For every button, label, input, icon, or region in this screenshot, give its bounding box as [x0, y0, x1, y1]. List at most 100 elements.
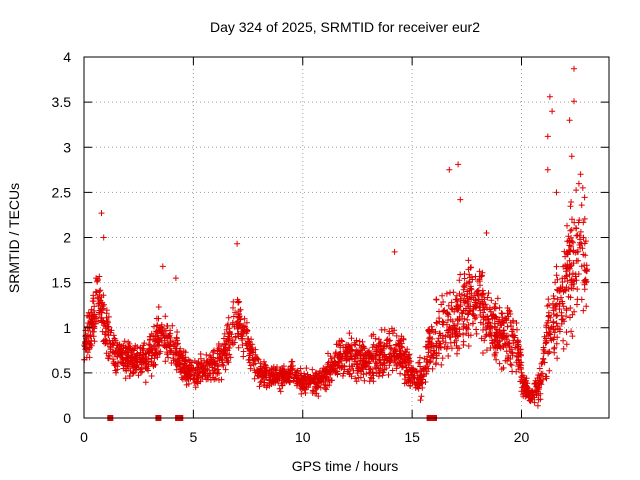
data-point [179, 361, 186, 368]
data-point [500, 344, 507, 350]
data-point [402, 348, 409, 355]
data-point [274, 374, 281, 381]
data-point [418, 393, 425, 400]
data-point [574, 301, 580, 308]
data-point [565, 293, 572, 300]
data-point [143, 354, 150, 361]
data-point [509, 349, 515, 356]
data-point [560, 303, 567, 310]
data-point [426, 326, 433, 333]
data-point [149, 347, 156, 354]
data-point [292, 372, 298, 379]
data-point [352, 358, 359, 365]
data-point [235, 299, 242, 306]
data-point [145, 341, 152, 348]
data-point [276, 385, 283, 392]
data-point [370, 331, 377, 338]
data-point-peak [544, 166, 551, 173]
data-point [303, 365, 310, 372]
data-point [372, 359, 379, 366]
data-point [388, 345, 395, 352]
data-point [173, 334, 180, 341]
data-point [528, 396, 535, 403]
data-point [350, 367, 357, 374]
x-tick-label: 15 [404, 429, 420, 445]
data-point [455, 317, 462, 324]
data-point [415, 385, 422, 392]
data-point [397, 337, 404, 344]
data-point [414, 382, 421, 389]
y-tick-label: 1.5 [52, 275, 72, 291]
chart-title: Day 324 of 2025, SRMTID for receiver eur… [210, 19, 480, 35]
data-point [261, 365, 268, 372]
data-point [445, 302, 452, 309]
data-point [391, 359, 398, 366]
y-axis-label: SRMTID / TECUs [6, 183, 22, 293]
data-point [361, 345, 368, 352]
data-point [283, 377, 290, 383]
data-point [142, 358, 149, 364]
data-point [568, 226, 575, 233]
data-point [127, 367, 134, 374]
y-tick-label: 0.5 [52, 365, 72, 381]
data-point [502, 357, 509, 364]
x-tick-label: 20 [514, 429, 530, 445]
data-point [572, 271, 579, 278]
data-point [451, 322, 458, 329]
y-tick-label: 4 [63, 49, 71, 65]
data-point [443, 290, 450, 297]
data-point [465, 300, 472, 307]
data-point [391, 347, 398, 353]
data-point [552, 279, 559, 286]
data-point [103, 314, 110, 321]
data-point [460, 286, 467, 293]
data-point [325, 368, 332, 375]
data-point [553, 272, 560, 279]
data-point [399, 362, 406, 369]
data-point [377, 365, 383, 372]
data-point-peak [571, 98, 577, 105]
data-point [436, 330, 443, 337]
data-point [578, 202, 585, 209]
axis-tick-labels: 0 0.5 1 1.5 2 2.5 3 3.5 4 0 5 10 15 20 [52, 49, 530, 445]
data-point [564, 238, 571, 245]
data-point [432, 361, 439, 368]
data-point [89, 321, 96, 328]
data-point [465, 257, 472, 264]
data-point [126, 343, 132, 350]
data-point [465, 343, 472, 349]
data-point [98, 301, 105, 307]
data-point [338, 337, 345, 344]
data-point [163, 333, 170, 340]
data-point [457, 271, 464, 278]
data-point [470, 306, 477, 313]
data-point [172, 351, 179, 358]
data-point [86, 354, 93, 361]
data-point [563, 341, 570, 348]
data-point [433, 355, 440, 362]
data-point [86, 344, 93, 351]
data-point [496, 360, 503, 367]
data-point [373, 360, 380, 367]
data-point [155, 342, 162, 349]
data-point [86, 314, 92, 321]
data-point [456, 277, 463, 284]
data-point [574, 296, 581, 303]
data-point [494, 329, 501, 336]
data-point [102, 329, 109, 336]
data-point [580, 219, 587, 226]
data-point [402, 372, 409, 379]
data-point [554, 355, 561, 362]
data-point [367, 369, 374, 376]
data-point [188, 365, 195, 372]
data-point [174, 356, 181, 363]
data-point [568, 199, 575, 205]
data-point [550, 319, 557, 326]
data-point [486, 325, 493, 332]
data-point [424, 363, 431, 370]
data-point [567, 203, 574, 210]
data-point [573, 277, 580, 284]
data-point [204, 376, 211, 383]
data-point [241, 315, 248, 322]
